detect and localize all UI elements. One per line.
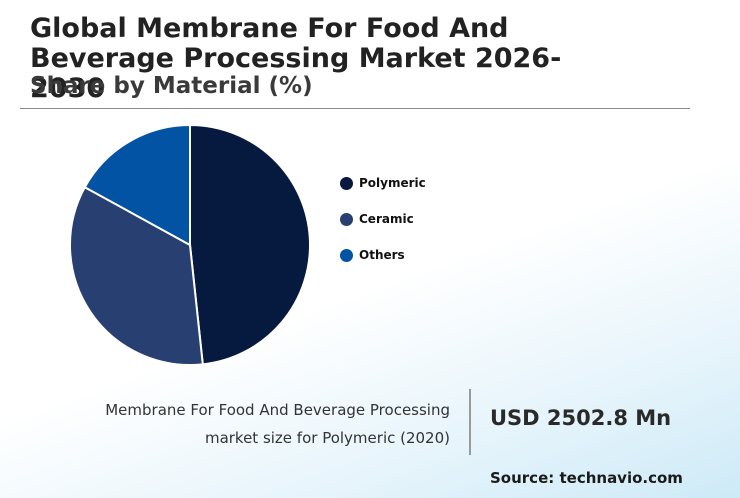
legend-label: Others xyxy=(359,248,405,262)
legend-label: Ceramic xyxy=(359,212,414,226)
legend-swatch-others xyxy=(340,248,353,262)
title-divider xyxy=(20,108,690,109)
source-credit: Source: technavio.com xyxy=(490,469,683,487)
caption-line-1: Membrane For Food And Beverage Processin… xyxy=(105,401,450,419)
pie-slice-others xyxy=(83,123,191,247)
legend-item-polymeric: Polymeric xyxy=(340,174,426,192)
chart-subtitle: Share by Material (%) xyxy=(30,73,313,99)
pie-slice-ceramic xyxy=(69,185,204,366)
page-title: Global Membrane For Food And Beverage Pr… xyxy=(30,13,562,104)
chart-legend: Polymeric Ceramic Others xyxy=(340,174,426,282)
footer-divider xyxy=(469,389,471,455)
legend-label: Polymeric xyxy=(359,176,426,190)
legend-swatch-polymeric xyxy=(340,176,353,190)
pie-chart xyxy=(69,123,311,366)
legend-item-others: Others xyxy=(340,246,426,264)
market-size-caption: Membrane For Food And Beverage Processin… xyxy=(60,396,450,452)
caption-line-2: market size for Polymeric (2020) xyxy=(204,429,450,447)
pie-slice-polymeric xyxy=(189,123,311,366)
legend-swatch-ceramic xyxy=(340,212,353,226)
market-size-value: USD 2502.8 Mn xyxy=(490,406,672,430)
legend-item-ceramic: Ceramic xyxy=(340,210,426,228)
